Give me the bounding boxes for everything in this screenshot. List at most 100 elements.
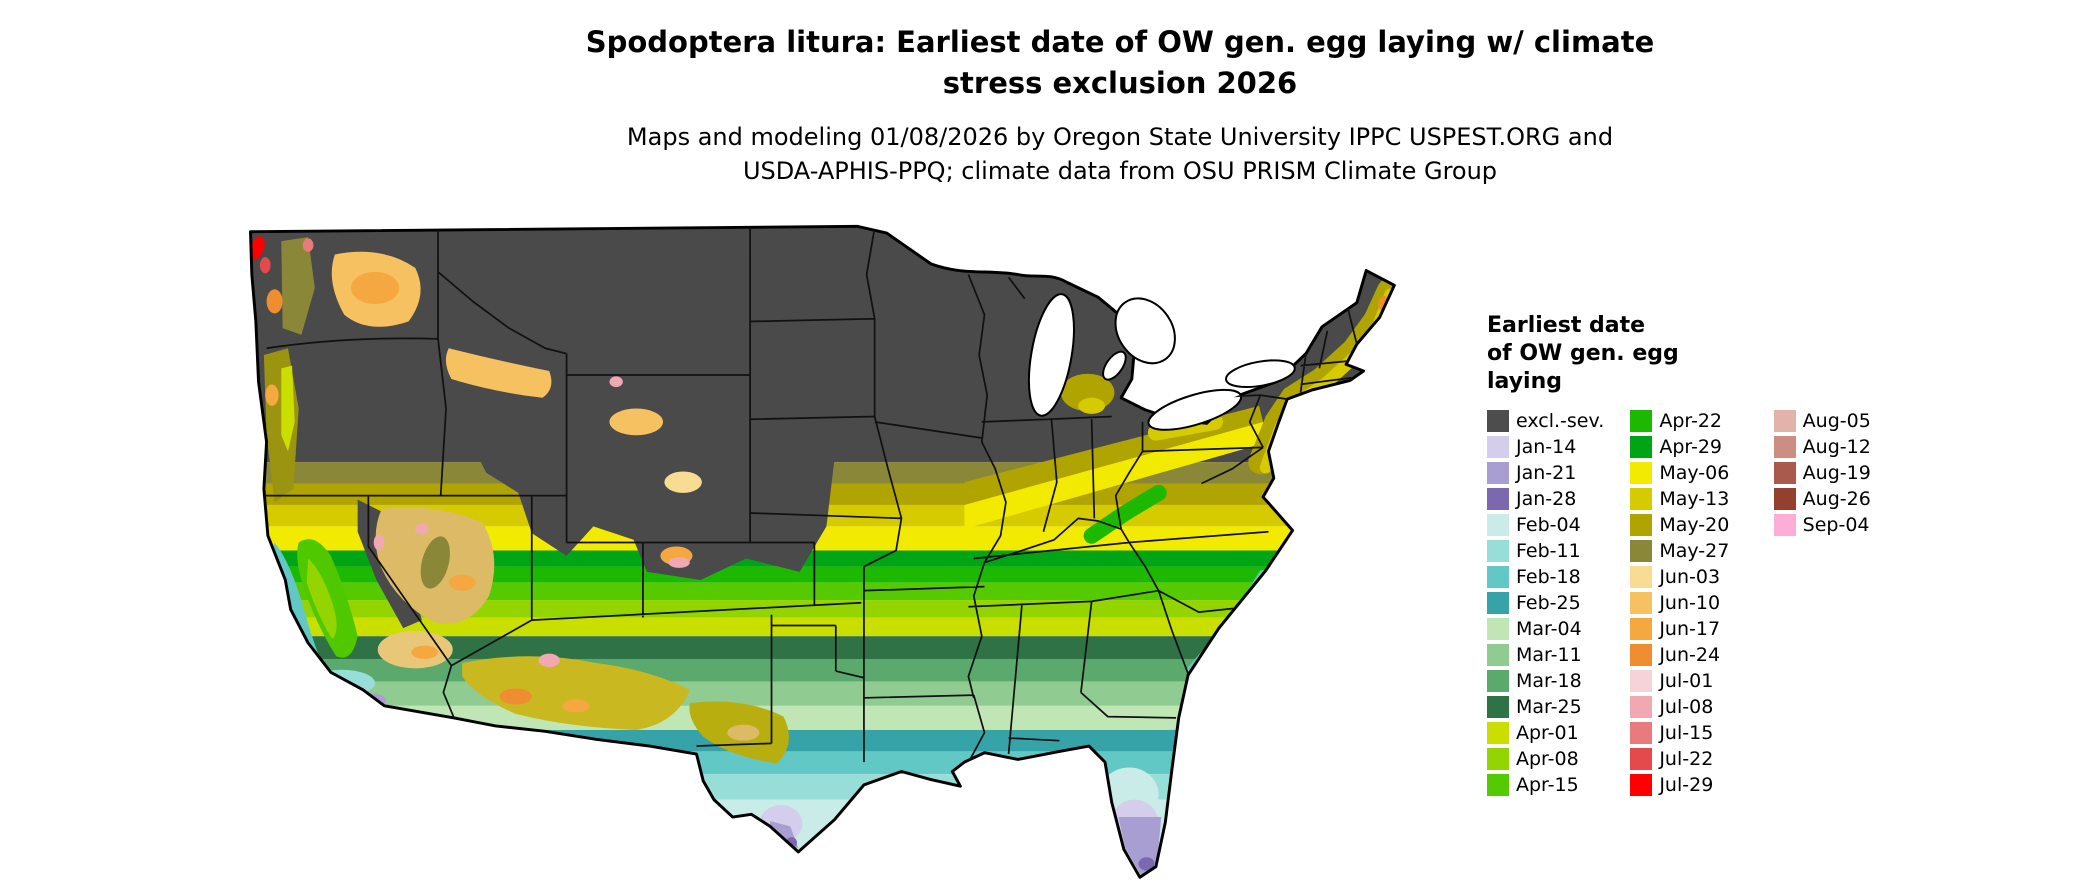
legend-entry: May-13 xyxy=(1630,486,1773,512)
legend-label: Aug-26 xyxy=(1802,488,1871,510)
legend-swatch xyxy=(1630,488,1653,510)
legend-label: May-06 xyxy=(1659,462,1730,484)
legend-swatch xyxy=(1487,748,1509,770)
legend-swatch xyxy=(1487,514,1509,536)
legend-entry: Apr-22 xyxy=(1630,408,1773,434)
legend-title-line-3: laying xyxy=(1487,369,1563,394)
legend-swatch xyxy=(1487,462,1509,484)
legend-swatch xyxy=(1773,410,1796,432)
legend-label: Jan-28 xyxy=(1516,488,1577,510)
map-west-region xyxy=(250,236,835,764)
subtitle-line-1: Maps and modeling 01/08/2026 by Oregon S… xyxy=(626,123,1614,151)
legend-label: Apr-15 xyxy=(1516,774,1579,796)
title-line-2: stress exclusion 2026 xyxy=(942,66,1298,100)
legend-entry: Jun-03 xyxy=(1630,564,1773,590)
legend-swatch xyxy=(1630,618,1653,640)
legend-label: Jun-17 xyxy=(1659,618,1721,640)
legend-entry: Apr-01 xyxy=(1487,720,1630,746)
legend-swatch xyxy=(1487,410,1509,432)
legend-entry: May-27 xyxy=(1630,538,1773,564)
legend-column-1: excl.-sev. Jan-14 Jan-21 Jan-28 Feb-04 Feb-11… xyxy=(1487,408,1630,798)
legend-swatch xyxy=(1773,488,1796,510)
legend-column-2: Apr-22 Apr-29 May-06 May-13 May-20 May-27 Jun-… xyxy=(1630,408,1773,798)
legend-entry: Aug-19 xyxy=(1773,460,1917,486)
legend-label: Jun-03 xyxy=(1659,566,1721,588)
legend-label: Mar-18 xyxy=(1516,670,1582,692)
lake-huron-icon xyxy=(1114,297,1176,365)
legend-entry: Jan-28 xyxy=(1487,486,1630,512)
legend-entry: Apr-08 xyxy=(1487,746,1630,772)
legend-swatch xyxy=(1630,644,1653,666)
legend-label: Jul-08 xyxy=(1659,696,1714,718)
legend-entry: excl.-sev. xyxy=(1487,408,1630,434)
legend-title: Earliest date of OW gen. egg laying xyxy=(1487,312,1917,396)
lake-michigan-icon xyxy=(1027,293,1075,417)
legend-entry: Mar-18 xyxy=(1487,668,1630,694)
legend-entry: Apr-29 xyxy=(1630,434,1773,460)
legend-entry: Jan-21 xyxy=(1487,460,1630,486)
legend-swatch xyxy=(1630,722,1653,744)
legend-entry: Jun-24 xyxy=(1630,642,1773,668)
legend-label: Jul-29 xyxy=(1659,774,1714,796)
legend-entry: May-06 xyxy=(1630,460,1773,486)
legend-entry: Jul-15 xyxy=(1630,720,1773,746)
legend-entry: Apr-15 xyxy=(1487,772,1630,798)
legend-label: Aug-12 xyxy=(1802,436,1871,458)
legend-entry: May-20 xyxy=(1630,512,1773,538)
legend-swatch xyxy=(1630,748,1653,770)
page-title: Spodoptera litura: Earliest date of OW g… xyxy=(70,22,2100,104)
legend-label: Feb-11 xyxy=(1516,540,1581,562)
legend-label: Apr-29 xyxy=(1659,436,1723,458)
legend-entry: Aug-26 xyxy=(1773,486,1917,512)
legend-swatch xyxy=(1773,514,1796,536)
legend-label: Mar-04 xyxy=(1516,618,1582,640)
legend-swatch xyxy=(1487,436,1509,458)
legend-swatch xyxy=(1630,540,1653,562)
legend-swatch xyxy=(1630,566,1653,588)
map-fill-bands xyxy=(250,226,1395,878)
legend-swatch xyxy=(1487,670,1509,692)
legend-swatch xyxy=(1630,462,1653,484)
legend-label: May-13 xyxy=(1659,488,1730,510)
legend-label: Jan-14 xyxy=(1516,436,1577,458)
legend-swatch xyxy=(1630,696,1653,718)
legend-entry: Jul-08 xyxy=(1630,694,1773,720)
legend-label: Jul-22 xyxy=(1659,748,1714,770)
legend-entry: Jan-14 xyxy=(1487,434,1630,460)
title-line-1: Spodoptera litura: Earliest date of OW g… xyxy=(585,25,1655,59)
legend-entry: Aug-05 xyxy=(1773,408,1917,434)
legend-entry: Feb-04 xyxy=(1487,512,1630,538)
legend-swatch xyxy=(1487,592,1509,614)
map-legend: Earliest date of OW gen. egg laying excl… xyxy=(1487,312,1917,798)
legend-swatch xyxy=(1487,566,1509,588)
legend-swatch xyxy=(1630,514,1653,536)
us-map xyxy=(234,221,1447,884)
legend-entry: Sep-04 xyxy=(1773,512,1917,538)
legend-entry: Jul-22 xyxy=(1630,746,1773,772)
legend-label: Aug-05 xyxy=(1802,410,1871,432)
us-map-svg xyxy=(249,224,1396,879)
map-outline xyxy=(249,224,1396,879)
subtitle-line-2: USDA-APHIS-PPQ; climate data from OSU PR… xyxy=(742,157,1498,185)
legend-label: Jul-15 xyxy=(1659,722,1714,744)
legend-label: Apr-01 xyxy=(1516,722,1579,744)
legend-entry: Mar-04 xyxy=(1487,616,1630,642)
legend-entry: Feb-11 xyxy=(1487,538,1630,564)
legend-title-line-2: of OW gen. egg xyxy=(1487,341,1679,366)
lake-ontario-icon xyxy=(1225,359,1296,389)
legend-swatch xyxy=(1487,540,1509,562)
legend-swatch xyxy=(1487,644,1509,666)
legend-swatch xyxy=(1630,670,1653,692)
map-lakes xyxy=(1027,293,1296,431)
legend-label: Apr-22 xyxy=(1659,410,1723,432)
legend-label: May-20 xyxy=(1659,514,1730,536)
legend-swatch xyxy=(1630,410,1653,432)
page-subtitle: Maps and modeling 01/08/2026 by Oregon S… xyxy=(70,120,2100,188)
legend-swatch xyxy=(1630,774,1653,796)
legend-label: Mar-25 xyxy=(1516,696,1582,718)
legend-column-3: Aug-05 Aug-12 Aug-19 Aug-26 Sep-04 xyxy=(1773,408,1917,798)
legend-entry: Mar-25 xyxy=(1487,694,1630,720)
legend-entry: Jul-29 xyxy=(1630,772,1773,798)
legend-swatch xyxy=(1773,462,1796,484)
